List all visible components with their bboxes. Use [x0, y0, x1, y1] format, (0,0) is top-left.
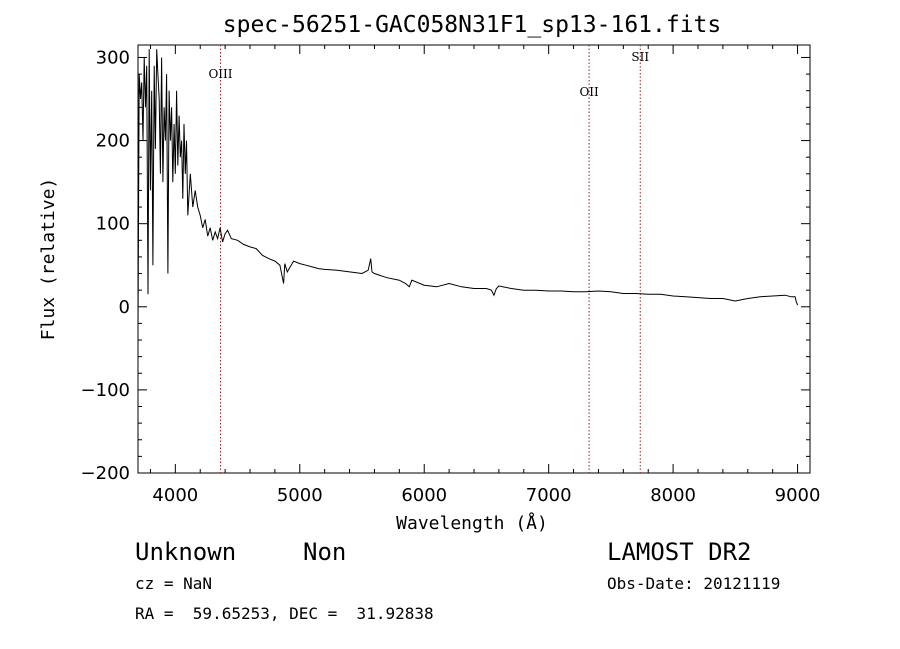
- emission-line-label: SII: [631, 50, 649, 64]
- emission-line-markers: OIII OII SII: [208, 45, 649, 473]
- plot-frame: [137, 44, 811, 474]
- x-tick-label: 8000: [650, 485, 696, 506]
- y-tick-label: 300: [96, 47, 130, 68]
- emission-line-label: OII: [579, 85, 599, 99]
- x-axis-ticks: 4000 5000 6000 7000 8000 9000: [149, 45, 821, 506]
- y-tick-label: 100: [96, 214, 130, 235]
- spectrum-series-line: [137, 49, 799, 332]
- x-axis-label: Wavelength (Å): [396, 512, 548, 534]
- x-tick-label: 9000: [775, 485, 821, 506]
- x-tick-label: 4000: [152, 485, 198, 506]
- emission-line-label: OIII: [208, 67, 232, 81]
- survey-name: LAMOST DR2: [607, 538, 752, 566]
- x-tick-label: 6000: [401, 485, 447, 506]
- x-tick-label: 7000: [526, 485, 572, 506]
- redshift-cz: cz = NaN: [135, 574, 213, 593]
- y-tick-label: 0: [119, 297, 130, 318]
- y-axis-label: Flux (relative): [38, 178, 59, 341]
- coordinates: RA = 59.65253, DEC = 31.92838: [135, 604, 434, 623]
- object-subclass: Non: [303, 538, 347, 566]
- y-axis-ticks: 300 200 100 0 −100 −200: [81, 47, 810, 484]
- chart-title: spec-56251-GAC058N31F1_sp13-161.fits: [223, 12, 722, 38]
- x-tick-label: 5000: [277, 485, 323, 506]
- y-tick-label: 200: [96, 131, 130, 152]
- object-class: Unknown: [135, 538, 237, 566]
- y-tick-label: −100: [81, 380, 130, 401]
- y-tick-label: −200: [81, 463, 130, 484]
- observation-date: Obs-Date: 20121119: [607, 574, 781, 593]
